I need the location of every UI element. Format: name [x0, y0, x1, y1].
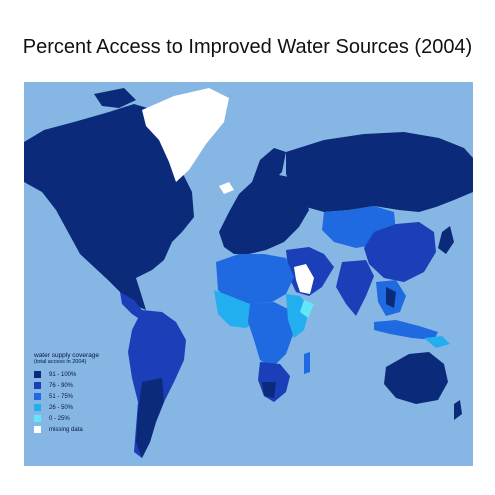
legend-label: 0 - 25% [49, 415, 70, 422]
region-scandinavia [252, 148, 286, 182]
region-new-guinea [424, 336, 450, 348]
region-russia [286, 132, 473, 212]
region-china [364, 222, 436, 282]
legend-label: 76 - 90% [49, 382, 74, 389]
legend-swatch [34, 371, 41, 378]
legend-label: 51 - 75% [49, 393, 74, 400]
legend-swatch [34, 415, 41, 422]
map-title: Percent Access to Improved Water Sources… [22, 36, 473, 58]
region-north-america [24, 104, 194, 310]
legend-item-0-25: 0 - 25% [34, 413, 99, 424]
region-europe [219, 174, 309, 254]
region-india [336, 260, 374, 316]
legend-item-51-75: 51 - 75% [34, 391, 99, 402]
legend-item-76-90: 76 - 90% [34, 380, 99, 391]
region-somalia-low [300, 300, 314, 318]
legend-title: water supply coverage [34, 352, 100, 359]
region-indonesia [374, 320, 438, 340]
region-africa-west [214, 290, 258, 328]
legend-swatch [34, 404, 41, 411]
region-africa-central [248, 302, 294, 368]
legend-label: 91 - 100% [49, 371, 77, 378]
world-map-svg [24, 88, 473, 458]
region-indochina [386, 287, 396, 308]
region-arctic-islands [94, 88, 136, 108]
region-africa-north [216, 254, 294, 304]
legend-item-26-50: 26 - 50% [34, 402, 99, 413]
region-south-america-south [136, 378, 164, 458]
region-arabia-missing [294, 264, 314, 294]
legend-swatch [34, 426, 41, 433]
legend-item-missing: missing data [34, 424, 99, 435]
legend-swatch [34, 393, 41, 400]
legend-label: missing data [49, 426, 83, 433]
region-greenland [142, 88, 229, 182]
legend-swatch [34, 382, 41, 389]
region-africa-southern-tip [262, 382, 276, 398]
region-iceland [219, 182, 234, 194]
region-new-zealand [454, 400, 462, 420]
region-madagascar [304, 352, 310, 374]
region-japan [438, 226, 454, 254]
world-map [24, 82, 473, 466]
map-legend: water supply coverage (total access in 2… [34, 352, 99, 435]
legend-label: 26 - 50% [49, 404, 74, 411]
legend-subtitle: (total access in 2004) [34, 359, 87, 365]
legend-item-91-100: 91 - 100% [34, 369, 99, 380]
region-australia [384, 352, 448, 404]
